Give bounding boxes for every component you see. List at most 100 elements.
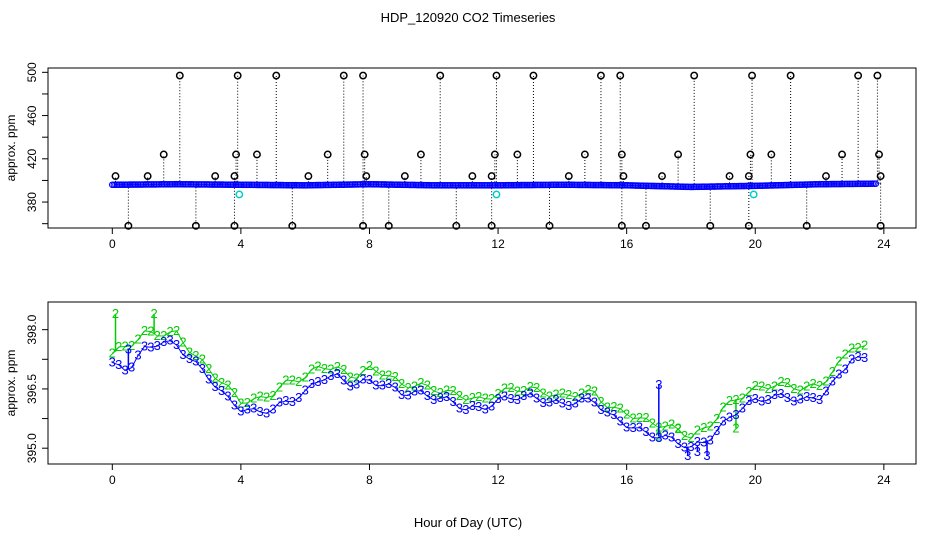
flagged-point [362, 172, 371, 181]
series-line-segment [459, 395, 467, 401]
series-line-segment [831, 361, 840, 373]
flagged-point [232, 150, 241, 159]
series-point-marker: 2 [584, 382, 591, 397]
series-line-segment [459, 408, 467, 411]
series-point-marker: 2 [565, 387, 572, 402]
series-line-segment [665, 434, 672, 438]
series-point-marker: 3 [861, 350, 868, 365]
series-line-segment [285, 400, 293, 403]
cyan-point [235, 190, 244, 199]
x-tick-label: 12 [491, 473, 505, 487]
series-line-segment [195, 361, 203, 370]
series-point-marker: 3 [674, 436, 681, 451]
series-line-segment [504, 395, 512, 400]
series-point-marker: 3 [449, 394, 456, 409]
series-line-segment [787, 397, 795, 402]
series-line-segment [208, 379, 216, 388]
x-tick-label: 0 [109, 237, 116, 251]
series-line-segment [330, 366, 338, 370]
flagged-point [339, 71, 348, 80]
series-line-segment [118, 345, 126, 348]
series-line-segment [478, 406, 486, 410]
series-line-segment [170, 330, 177, 333]
flagged-point [873, 71, 882, 80]
series-line-segment [112, 362, 119, 366]
series-line-segment [131, 355, 139, 368]
series-line-segment [201, 359, 210, 370]
series-line-segment [427, 395, 435, 401]
series-line-segment [356, 370, 364, 379]
series-line-segment [774, 381, 782, 387]
series-point-marker: 2 [861, 338, 868, 353]
series-line-segment [157, 341, 165, 347]
series-line-segment [182, 354, 190, 360]
series-point-marker: 2 [147, 324, 154, 339]
series-point-marker: 3 [141, 339, 148, 354]
series-point-marker: 3 [199, 361, 206, 376]
series-point-marker: 3 [340, 373, 347, 388]
series-spike-marker: 3 [703, 448, 710, 463]
series-point-marker: 2 [257, 389, 264, 404]
flagged-point [468, 172, 477, 181]
series-point-marker: 3 [167, 333, 174, 348]
flagged-point [875, 150, 883, 159]
series-line-segment [575, 393, 582, 398]
series-line-segment [619, 421, 628, 429]
series-line-segment [562, 402, 569, 407]
series-point-marker: 2 [340, 362, 347, 377]
series-point-marker: 3 [617, 414, 624, 429]
series-point-marker: 3 [205, 372, 212, 387]
series-line-segment [542, 392, 550, 398]
x-tick-label: 20 [749, 237, 763, 251]
series-point-marker: 3 [366, 372, 373, 387]
figure-title: HDP_120920 CO2 Timeseries [381, 10, 556, 25]
series-line-segment [163, 340, 171, 343]
series-line-segment [292, 379, 299, 383]
top-plot-frame [47, 67, 917, 229]
series-line-segment [304, 369, 313, 378]
series-line-segment [369, 379, 377, 386]
series-point-marker: 2 [173, 323, 180, 338]
series-line-segment [427, 384, 435, 392]
x-tick-label: 24 [877, 237, 891, 251]
series-line-segment [336, 373, 345, 382]
series-line-segment [510, 398, 518, 401]
series-line-segment [652, 422, 660, 429]
series-line-segment [388, 383, 396, 389]
y-tick-label: 395.0 [25, 433, 39, 463]
flagged-point [838, 150, 847, 159]
series-point-marker: 3 [192, 354, 199, 369]
series-line-segment [562, 393, 569, 396]
series-point-marker: 3 [257, 404, 264, 419]
series-point-marker: 3 [610, 407, 617, 422]
series-line-segment [639, 427, 647, 433]
series-line-segment [806, 383, 814, 387]
series-spike-marker: 3 [655, 377, 662, 392]
series-point-marker: 3 [109, 355, 116, 370]
series-line-segment [472, 396, 479, 399]
series-line-segment [767, 394, 775, 401]
series-line-segment [851, 347, 859, 350]
series-line-segment [478, 396, 486, 400]
series-spike-marker: 3 [684, 448, 691, 463]
series-line-segment [394, 376, 402, 385]
series-spike-marker: 2 [674, 420, 681, 435]
series-line-segment [812, 383, 820, 387]
series-line-segment [420, 382, 428, 386]
series-line-segment [690, 441, 698, 448]
series-line-segment [221, 390, 229, 397]
top-axes: 0 4 8 12 16 20 24 380 420 460 500 [25, 62, 891, 251]
series-line-segment [844, 348, 853, 356]
flagged-point [674, 150, 683, 159]
series-line-segment [292, 397, 300, 403]
series-point-marker: 2 [186, 344, 193, 359]
cyan-point [492, 190, 501, 199]
series-line-segment [716, 421, 724, 432]
series-point-marker: 2 [527, 379, 534, 394]
flagged-point [617, 150, 626, 159]
series-point-marker: 3 [668, 429, 675, 444]
series-line-segment [568, 394, 576, 398]
series-line-segment [806, 396, 814, 399]
series-line-segment [600, 401, 608, 408]
series-point-marker: 3 [501, 388, 508, 403]
